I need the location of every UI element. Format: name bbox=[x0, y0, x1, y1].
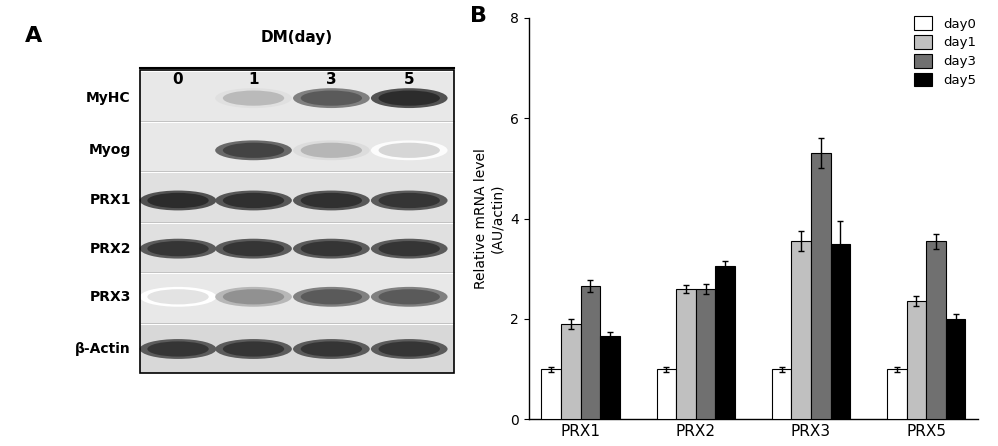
Ellipse shape bbox=[378, 241, 440, 256]
Ellipse shape bbox=[371, 88, 447, 108]
Text: A: A bbox=[25, 26, 42, 46]
Ellipse shape bbox=[378, 143, 440, 158]
Ellipse shape bbox=[216, 190, 291, 211]
Ellipse shape bbox=[140, 190, 217, 211]
Bar bbox=[141, 72, 454, 120]
Text: 0: 0 bbox=[173, 72, 184, 87]
Bar bbox=[141, 325, 454, 373]
Bar bbox=[771, 369, 791, 419]
Ellipse shape bbox=[378, 341, 440, 357]
Bar bbox=[830, 244, 850, 419]
Bar bbox=[811, 153, 830, 419]
Ellipse shape bbox=[293, 140, 369, 160]
Ellipse shape bbox=[293, 88, 369, 108]
Ellipse shape bbox=[378, 91, 440, 106]
Ellipse shape bbox=[371, 287, 447, 307]
Ellipse shape bbox=[223, 143, 284, 158]
Text: B: B bbox=[470, 6, 487, 26]
Ellipse shape bbox=[293, 239, 369, 259]
Bar bbox=[946, 319, 965, 419]
Text: 3: 3 bbox=[326, 72, 336, 87]
Bar bbox=[541, 369, 561, 419]
Ellipse shape bbox=[371, 339, 447, 359]
Bar bbox=[141, 123, 454, 171]
Ellipse shape bbox=[293, 190, 369, 211]
Ellipse shape bbox=[300, 241, 362, 256]
Ellipse shape bbox=[140, 339, 217, 359]
Bar bbox=[141, 173, 454, 222]
Ellipse shape bbox=[140, 239, 217, 259]
Ellipse shape bbox=[216, 88, 291, 108]
Y-axis label: Relative mRNA level
(AU/actin): Relative mRNA level (AU/actin) bbox=[474, 148, 505, 289]
Ellipse shape bbox=[223, 91, 284, 106]
Ellipse shape bbox=[300, 91, 362, 106]
Text: DM(day): DM(day) bbox=[261, 30, 333, 45]
Bar bbox=[141, 274, 454, 322]
Ellipse shape bbox=[148, 241, 209, 256]
Ellipse shape bbox=[148, 341, 209, 357]
Ellipse shape bbox=[378, 289, 440, 305]
Bar bbox=[657, 369, 677, 419]
Ellipse shape bbox=[300, 143, 362, 158]
Ellipse shape bbox=[148, 289, 209, 305]
Ellipse shape bbox=[216, 140, 291, 160]
Ellipse shape bbox=[300, 289, 362, 305]
Text: PRX2: PRX2 bbox=[90, 242, 131, 256]
Ellipse shape bbox=[216, 239, 291, 259]
Bar bbox=[581, 286, 600, 419]
Bar bbox=[791, 241, 811, 419]
Ellipse shape bbox=[216, 287, 291, 307]
Ellipse shape bbox=[140, 287, 217, 307]
Ellipse shape bbox=[223, 341, 284, 357]
Ellipse shape bbox=[216, 339, 291, 359]
Bar bbox=[906, 301, 926, 419]
Bar bbox=[141, 223, 454, 272]
Bar bbox=[716, 266, 735, 419]
Ellipse shape bbox=[223, 241, 284, 256]
Ellipse shape bbox=[378, 193, 440, 208]
Legend: day0, day1, day3, day5: day0, day1, day3, day5 bbox=[914, 17, 976, 87]
Text: PRX1: PRX1 bbox=[90, 194, 131, 207]
Ellipse shape bbox=[300, 193, 362, 208]
Bar bbox=[561, 324, 581, 419]
Bar bbox=[926, 241, 946, 419]
Text: 1: 1 bbox=[249, 72, 258, 87]
Ellipse shape bbox=[223, 289, 284, 305]
Text: β-Actin: β-Actin bbox=[75, 342, 131, 356]
Text: MyHC: MyHC bbox=[86, 91, 131, 105]
Ellipse shape bbox=[371, 239, 447, 259]
Ellipse shape bbox=[371, 140, 447, 160]
Bar bbox=[141, 70, 454, 373]
Bar bbox=[600, 336, 620, 419]
Ellipse shape bbox=[148, 193, 209, 208]
Ellipse shape bbox=[223, 193, 284, 208]
Bar bbox=[887, 369, 906, 419]
Bar bbox=[696, 289, 716, 419]
Text: 5: 5 bbox=[404, 72, 414, 87]
Ellipse shape bbox=[293, 339, 369, 359]
Bar bbox=[677, 289, 696, 419]
Text: PRX3: PRX3 bbox=[90, 290, 131, 304]
Text: Myog: Myog bbox=[89, 143, 131, 157]
Ellipse shape bbox=[371, 190, 447, 211]
Ellipse shape bbox=[300, 341, 362, 357]
Ellipse shape bbox=[293, 287, 369, 307]
